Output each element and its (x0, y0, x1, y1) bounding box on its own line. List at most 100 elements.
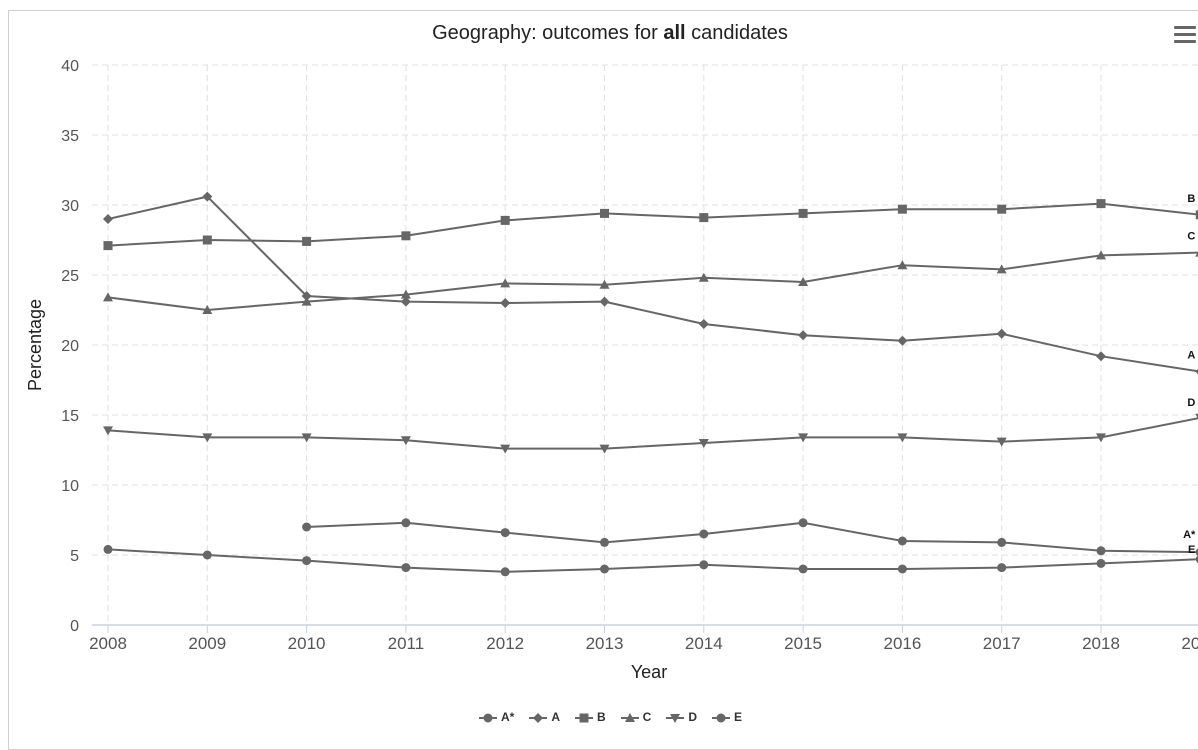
data-point (501, 216, 510, 225)
series-line (307, 523, 1198, 552)
series-end-label: C (1187, 231, 1195, 243)
legend-symbol (574, 712, 594, 724)
series-end-label: A* (1183, 529, 1196, 541)
y-tick-label: 15 (61, 408, 79, 425)
legend-label: A (551, 710, 560, 724)
data-point (997, 538, 1006, 547)
y-axis-title: Percentage (25, 299, 45, 391)
y-tick-label: 30 (61, 198, 79, 215)
legend-symbol (528, 712, 548, 724)
x-tick-label: 2018 (1082, 634, 1120, 653)
data-point (401, 518, 410, 527)
data-point (1097, 546, 1106, 555)
legend-item[interactable]: E (711, 710, 742, 724)
data-point (203, 551, 212, 560)
series-astar (302, 518, 1198, 556)
legend-label: C (643, 710, 652, 724)
x-tick-label: 2015 (784, 634, 822, 653)
data-point (600, 538, 609, 547)
chart-legend: A* A B C D E (0, 710, 1198, 724)
series-end-label: D (1187, 397, 1195, 409)
data-point (104, 545, 113, 554)
legend-marker (717, 713, 726, 722)
data-point (799, 518, 808, 527)
legend-item[interactable]: D (665, 710, 697, 724)
y-tick-label: 40 (61, 58, 79, 75)
legend-label: E (734, 710, 742, 724)
data-point (699, 213, 708, 222)
x-tick-label: 2013 (586, 634, 624, 653)
legend-marker (533, 713, 543, 723)
legend-item[interactable]: C (620, 710, 652, 724)
data-point (600, 565, 609, 574)
x-axis-title: Year (631, 662, 667, 682)
y-tick-label: 5 (70, 548, 79, 565)
data-point (699, 319, 709, 329)
series-end-label: B (1187, 193, 1195, 205)
legend-item[interactable]: A* (478, 710, 514, 724)
legend-label: D (688, 710, 697, 724)
data-point (1097, 199, 1106, 208)
legend-marker (483, 713, 492, 722)
x-tick-label: 2011 (388, 634, 425, 653)
data-point (401, 563, 410, 572)
series-a (103, 192, 1198, 377)
data-point (401, 231, 410, 240)
x-tick-label: 2009 (188, 634, 226, 653)
series-b (104, 199, 1198, 250)
y-tick-label: 20 (61, 338, 79, 355)
data-point (1096, 351, 1106, 361)
x-tick-label: 2014 (685, 634, 723, 653)
data-point (997, 563, 1006, 572)
data-point (897, 336, 907, 346)
data-point (898, 537, 907, 546)
series-line (108, 418, 1198, 449)
x-tick-label: 2010 (288, 634, 326, 653)
data-point (997, 329, 1007, 339)
data-point (798, 330, 808, 340)
legend-item[interactable]: B (574, 710, 606, 724)
data-point (501, 528, 510, 537)
data-point (799, 565, 808, 574)
legend-symbol (711, 712, 731, 724)
data-point (600, 297, 610, 307)
x-tick-label: 2008 (89, 634, 127, 653)
y-tick-label: 25 (61, 268, 79, 285)
series-e (104, 545, 1198, 576)
data-point (1097, 559, 1106, 568)
data-point (600, 209, 609, 218)
series-line (108, 549, 1198, 571)
data-point (699, 530, 708, 539)
series-end-label: E (1188, 544, 1195, 556)
legend-label: A* (501, 710, 514, 724)
legend-symbol (478, 712, 498, 724)
data-point (302, 237, 311, 246)
data-point (302, 556, 311, 565)
legend-symbol (620, 712, 640, 724)
data-point (302, 523, 311, 532)
legend-symbol (665, 712, 685, 724)
data-point (501, 567, 510, 576)
x-tick-label: 2012 (486, 634, 524, 653)
legend-marker (579, 713, 588, 722)
data-point (104, 241, 113, 250)
data-point (103, 214, 113, 224)
data-point (898, 565, 907, 574)
series-end-label: A (1187, 350, 1195, 362)
data-point (500, 298, 510, 308)
y-tick-label: 0 (70, 618, 79, 635)
y-tick-label: 35 (61, 128, 79, 145)
series-d (103, 414, 1198, 454)
legend-item[interactable]: A (528, 710, 560, 724)
data-point (699, 560, 708, 569)
data-point (997, 205, 1006, 214)
series-line (108, 204, 1198, 246)
legend-label: B (597, 710, 606, 724)
x-tick-label: 2016 (883, 634, 921, 653)
data-point (203, 236, 212, 245)
data-point (799, 209, 808, 218)
x-tick-label: 2017 (983, 634, 1021, 653)
x-tick-label: 2019 (1181, 634, 1198, 653)
data-point (898, 205, 907, 214)
